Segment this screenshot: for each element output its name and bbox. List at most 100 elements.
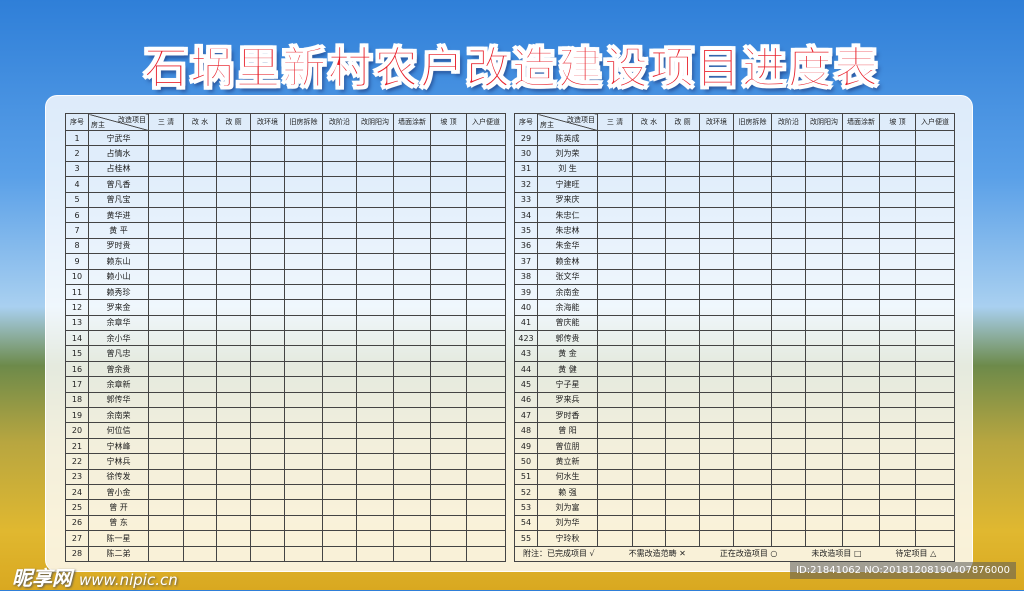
status-cell[interactable] xyxy=(597,145,633,162)
status-cell[interactable] xyxy=(632,283,666,301)
status-cell[interactable] xyxy=(632,530,666,547)
status-cell[interactable] xyxy=(665,422,700,439)
status-cell[interactable] xyxy=(733,145,772,162)
status-cell[interactable] xyxy=(699,314,734,332)
status-cell[interactable] xyxy=(148,299,184,316)
status-cell[interactable] xyxy=(733,453,772,470)
status-cell[interactable] xyxy=(250,437,285,455)
status-cell[interactable] xyxy=(284,283,323,301)
status-cell[interactable] xyxy=(250,453,285,470)
status-cell[interactable] xyxy=(733,176,772,193)
status-cell[interactable] xyxy=(842,129,880,147)
status-cell[interactable] xyxy=(322,345,357,362)
status-cell[interactable] xyxy=(632,191,666,208)
status-cell[interactable] xyxy=(879,299,916,316)
status-cell[interactable] xyxy=(597,345,633,362)
status-cell[interactable] xyxy=(466,253,506,270)
status-cell[interactable] xyxy=(322,206,357,224)
status-cell[interactable] xyxy=(771,376,806,393)
status-cell[interactable] xyxy=(250,407,285,424)
status-cell[interactable] xyxy=(183,453,217,470)
status-cell[interactable] xyxy=(466,299,506,316)
status-cell[interactable] xyxy=(597,160,633,178)
status-cell[interactable] xyxy=(183,268,217,285)
status-cell[interactable] xyxy=(250,391,285,409)
status-cell[interactable] xyxy=(183,299,217,316)
status-cell[interactable] xyxy=(699,391,734,409)
status-cell[interactable] xyxy=(183,145,217,162)
status-cell[interactable] xyxy=(915,437,955,455)
status-cell[interactable] xyxy=(393,422,431,439)
status-cell[interactable] xyxy=(393,314,431,332)
status-cell[interactable] xyxy=(699,129,734,147)
status-cell[interactable] xyxy=(879,530,916,547)
status-cell[interactable] xyxy=(183,314,217,332)
status-cell[interactable] xyxy=(699,176,734,193)
status-cell[interactable] xyxy=(879,237,916,255)
status-cell[interactable] xyxy=(430,483,467,501)
status-cell[interactable] xyxy=(879,407,916,424)
status-cell[interactable] xyxy=(597,360,633,378)
status-cell[interactable] xyxy=(915,299,955,316)
status-cell[interactable] xyxy=(356,330,394,347)
status-cell[interactable] xyxy=(356,145,394,162)
status-cell[interactable] xyxy=(597,191,633,208)
status-cell[interactable] xyxy=(665,160,700,178)
status-cell[interactable] xyxy=(284,391,323,409)
status-cell[interactable] xyxy=(284,330,323,347)
status-cell[interactable] xyxy=(430,222,467,239)
status-cell[interactable] xyxy=(771,222,806,239)
status-cell[interactable] xyxy=(393,345,431,362)
status-cell[interactable] xyxy=(597,483,633,501)
status-cell[interactable] xyxy=(356,545,394,562)
status-cell[interactable] xyxy=(699,483,734,501)
status-cell[interactable] xyxy=(183,499,217,516)
status-cell[interactable] xyxy=(915,237,955,255)
status-cell[interactable] xyxy=(597,453,633,470)
status-cell[interactable] xyxy=(842,422,880,439)
status-cell[interactable] xyxy=(805,468,843,485)
status-cell[interactable] xyxy=(915,191,955,208)
status-cell[interactable] xyxy=(216,268,251,285)
status-cell[interactable] xyxy=(430,299,467,316)
status-cell[interactable] xyxy=(466,437,506,455)
status-cell[interactable] xyxy=(393,514,431,532)
status-cell[interactable] xyxy=(356,514,394,532)
status-cell[interactable] xyxy=(665,360,700,378)
status-cell[interactable] xyxy=(771,206,806,224)
status-cell[interactable] xyxy=(699,345,734,362)
status-cell[interactable] xyxy=(356,499,394,516)
status-cell[interactable] xyxy=(430,253,467,270)
status-cell[interactable] xyxy=(322,222,357,239)
status-cell[interactable] xyxy=(148,330,184,347)
status-cell[interactable] xyxy=(148,407,184,424)
status-cell[interactable] xyxy=(322,391,357,409)
status-cell[interactable] xyxy=(430,453,467,470)
status-cell[interactable] xyxy=(733,129,772,147)
status-cell[interactable] xyxy=(771,391,806,409)
status-cell[interactable] xyxy=(771,345,806,362)
status-cell[interactable] xyxy=(393,191,431,208)
status-cell[interactable] xyxy=(430,129,467,147)
status-cell[interactable] xyxy=(356,206,394,224)
status-cell[interactable] xyxy=(915,129,955,147)
status-cell[interactable] xyxy=(356,483,394,501)
status-cell[interactable] xyxy=(915,360,955,378)
status-cell[interactable] xyxy=(148,468,184,485)
status-cell[interactable] xyxy=(430,545,467,562)
status-cell[interactable] xyxy=(699,468,734,485)
status-cell[interactable] xyxy=(879,376,916,393)
status-cell[interactable] xyxy=(148,314,184,332)
status-cell[interactable] xyxy=(284,345,323,362)
status-cell[interactable] xyxy=(216,206,251,224)
status-cell[interactable] xyxy=(632,453,666,470)
status-cell[interactable] xyxy=(284,176,323,193)
status-cell[interactable] xyxy=(430,206,467,224)
status-cell[interactable] xyxy=(632,422,666,439)
status-cell[interactable] xyxy=(733,437,772,455)
status-cell[interactable] xyxy=(879,191,916,208)
status-cell[interactable] xyxy=(842,253,880,270)
status-cell[interactable] xyxy=(356,283,394,301)
status-cell[interactable] xyxy=(216,191,251,208)
status-cell[interactable] xyxy=(148,237,184,255)
